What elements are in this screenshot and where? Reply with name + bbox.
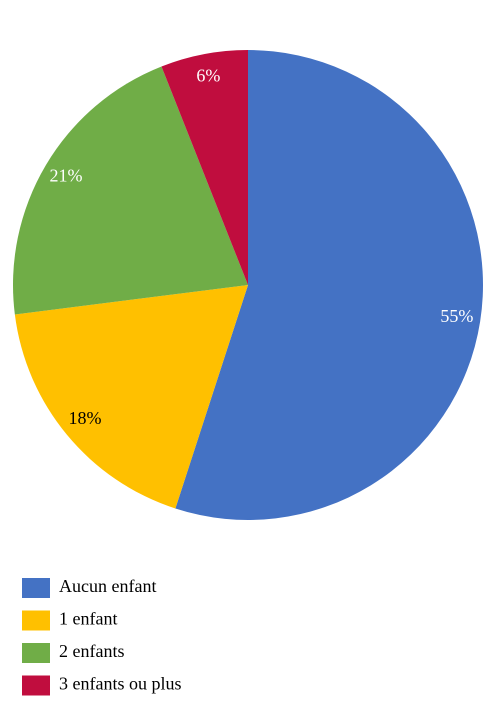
pie-slice — [12, 66, 248, 315]
data-label: 6% — [196, 65, 220, 85]
legend-label: 2 enfants — [59, 641, 124, 661]
pie-slice — [14, 285, 249, 509]
pie-slice — [175, 50, 483, 520]
legend-swatch — [22, 578, 50, 598]
legend-label: 3 enfants ou plus — [59, 674, 181, 694]
legend-label: Aucun enfant — [59, 576, 156, 596]
legend-swatch — [22, 610, 50, 631]
legend-label: 1 enfant — [59, 609, 117, 629]
legend-swatch — [22, 675, 50, 696]
data-label: 55% — [440, 306, 473, 326]
data-label: 21% — [49, 165, 82, 185]
legend-swatch — [22, 643, 50, 663]
data-label: 18% — [69, 408, 102, 428]
pie-slice — [161, 50, 248, 285]
